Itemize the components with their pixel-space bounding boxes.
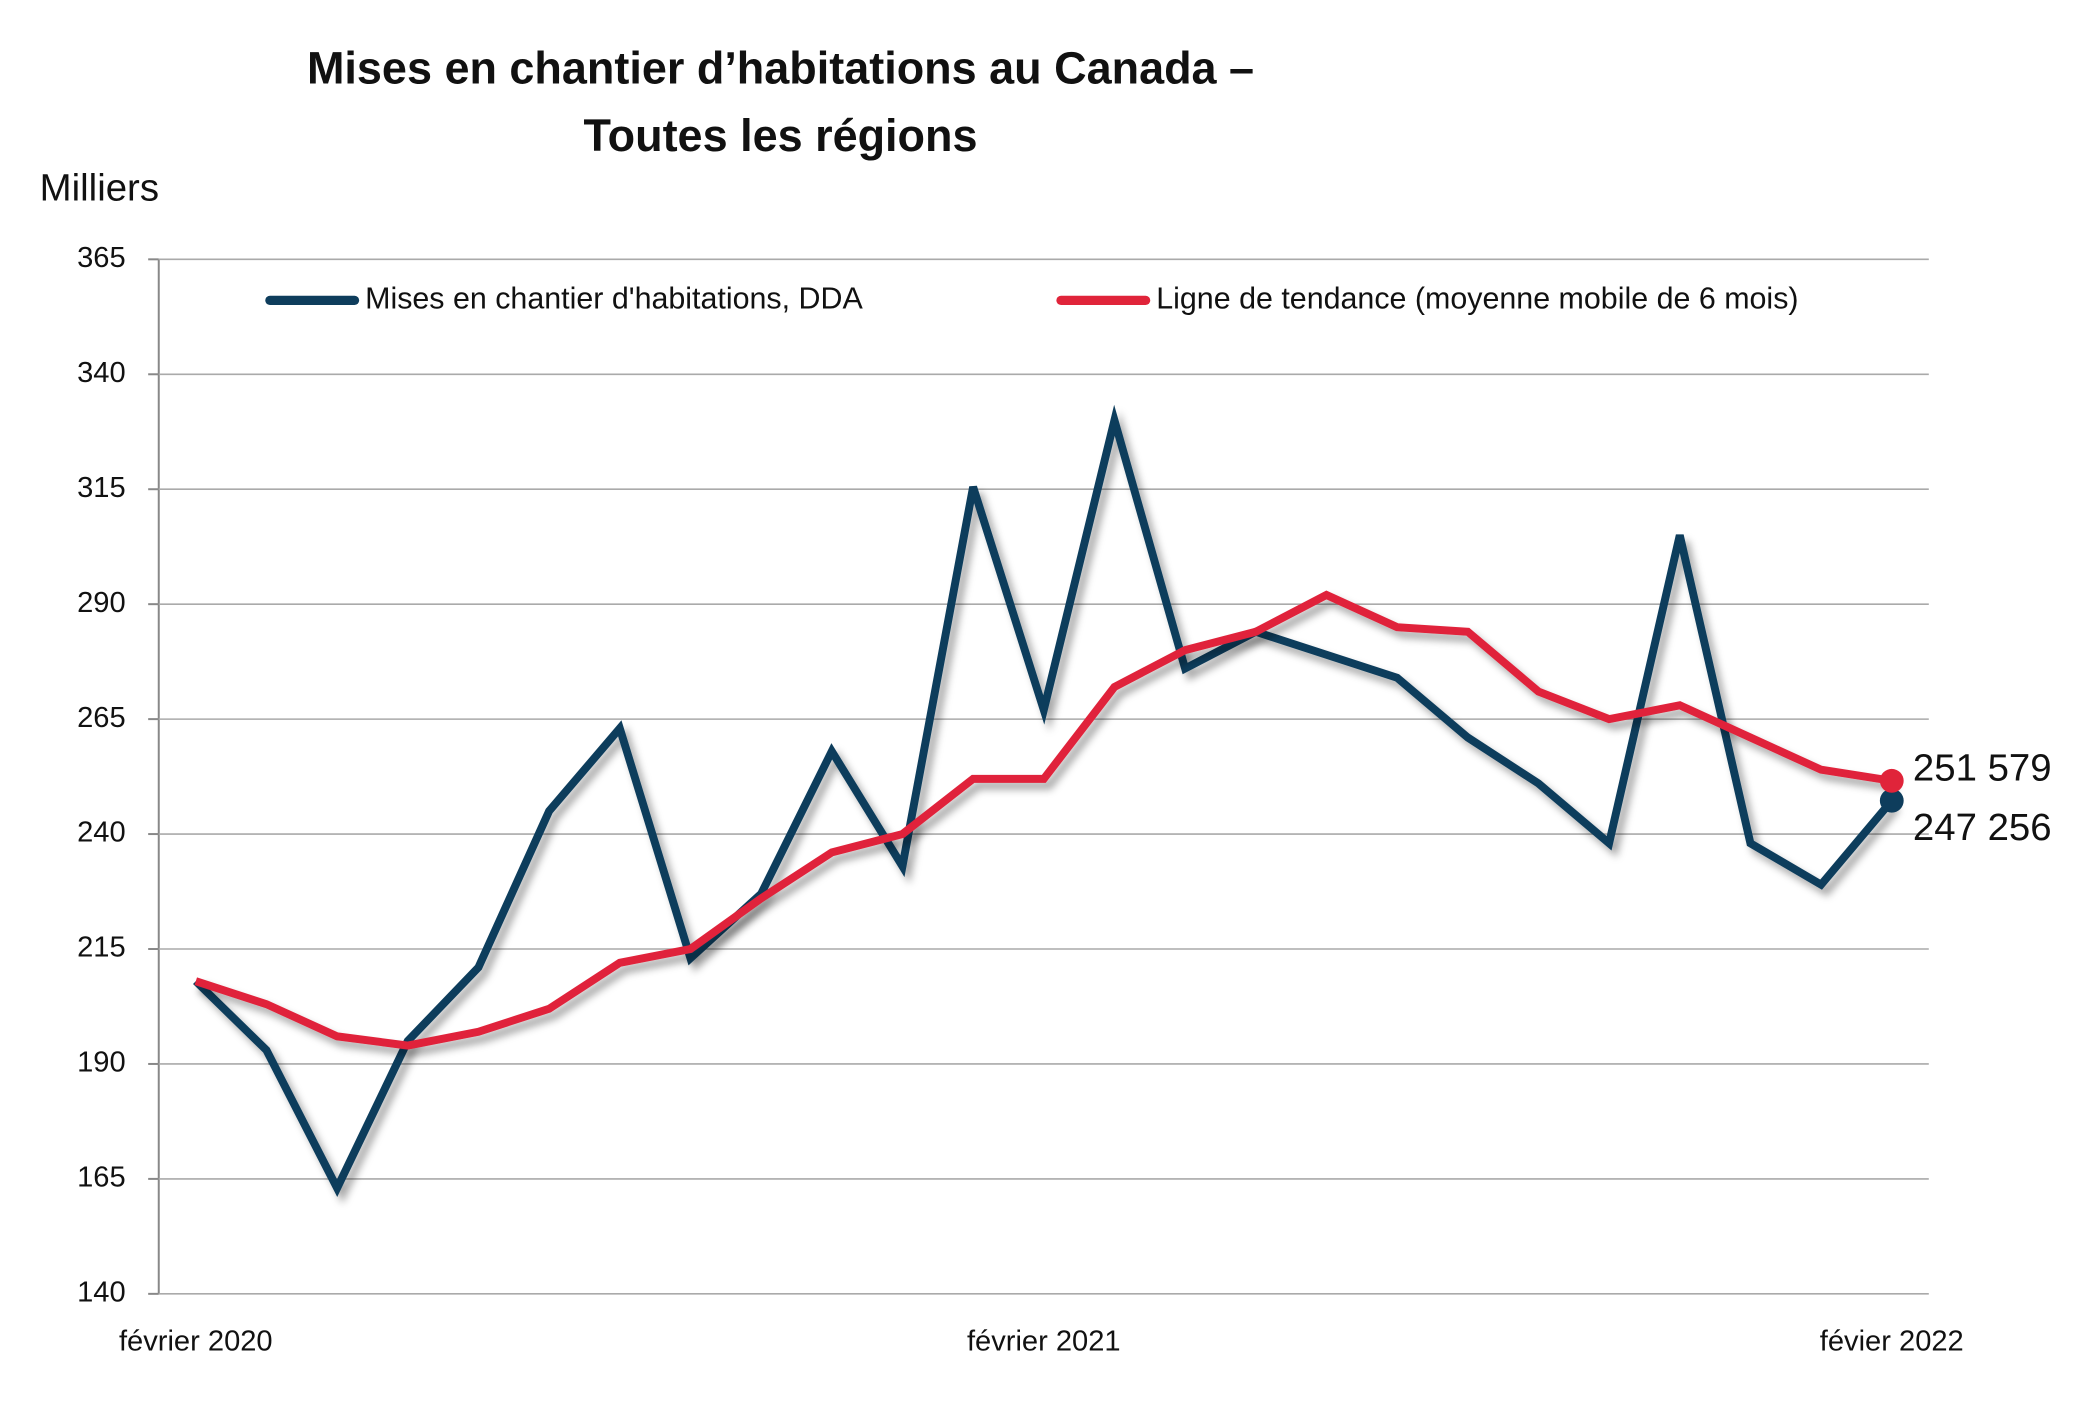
y-tick-label: 165 bbox=[77, 1162, 126, 1194]
end-point bbox=[1879, 768, 1904, 793]
y-tick-label: 190 bbox=[77, 1047, 126, 1079]
y-tick-label: 265 bbox=[77, 702, 126, 734]
legend-label: Mises en chantier d'habitations, DDA bbox=[365, 281, 863, 315]
series-line bbox=[193, 404, 1895, 1198]
series-line bbox=[194, 590, 1893, 1050]
y-tick-label: 365 bbox=[77, 242, 126, 274]
data-label: 247 256 bbox=[1913, 806, 2052, 849]
y-tick-label: 140 bbox=[77, 1277, 126, 1309]
y-tick-label: 215 bbox=[77, 932, 126, 964]
y-tick-label: 240 bbox=[77, 817, 126, 849]
x-tick-label: févier 2022 bbox=[1820, 1325, 1964, 1357]
y-tick-label: 290 bbox=[77, 587, 126, 619]
data-label: 251 579 bbox=[1913, 746, 2052, 789]
chart-title: Mises en chantier d’habitations au Canad… bbox=[307, 42, 1254, 93]
y-axis-label: Milliers bbox=[40, 167, 159, 210]
x-tick-label: février 2021 bbox=[967, 1325, 1121, 1357]
end-point bbox=[1879, 788, 1904, 813]
x-tick-label: février 2020 bbox=[119, 1325, 273, 1357]
y-tick-label: 315 bbox=[77, 472, 126, 504]
chart-title: Toutes les régions bbox=[584, 110, 978, 161]
y-tick-label: 340 bbox=[77, 357, 126, 389]
legend-label: Ligne de tendance (moyenne mobile de 6 m… bbox=[1156, 281, 1798, 315]
